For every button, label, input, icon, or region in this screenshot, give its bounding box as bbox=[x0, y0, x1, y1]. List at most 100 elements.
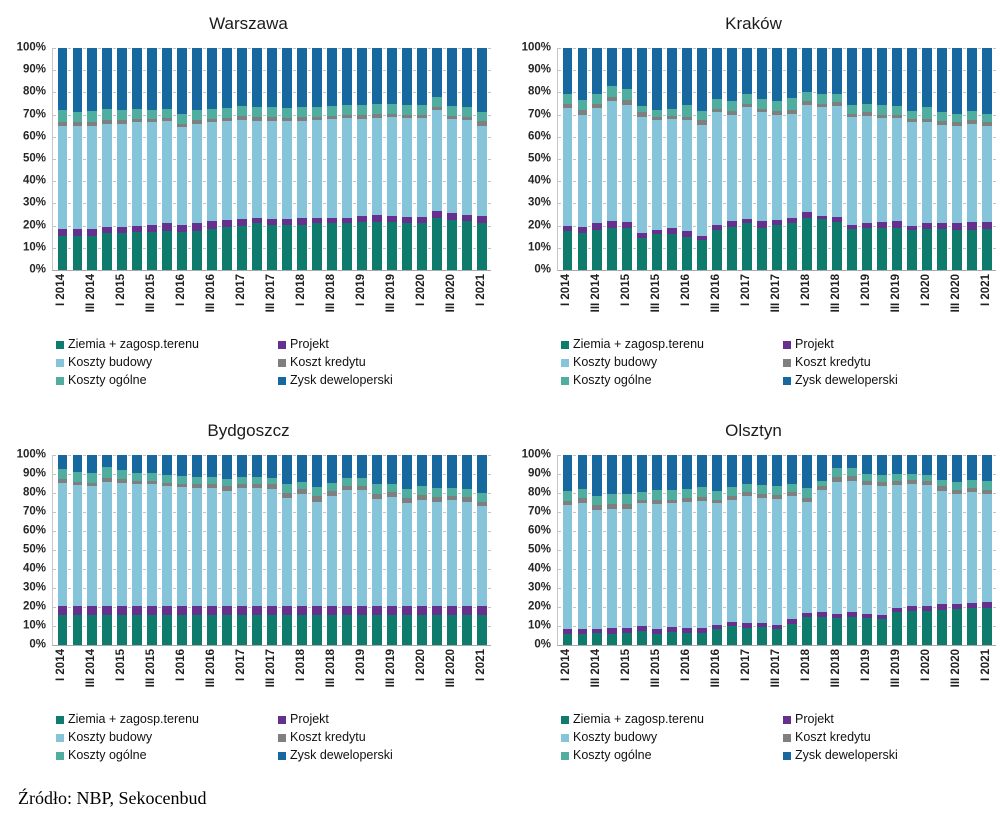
x-axis-slot bbox=[574, 274, 589, 332]
bar-segment-kredyt bbox=[727, 495, 738, 500]
bar-segment-kredyt bbox=[727, 111, 738, 115]
bar-segment-kredyt bbox=[461, 116, 472, 121]
bar-slot bbox=[190, 455, 205, 645]
bar-slot bbox=[680, 48, 695, 270]
bar-slot bbox=[725, 455, 740, 645]
bar-segment-kredyt bbox=[476, 121, 487, 126]
bar-segment-ziemia bbox=[936, 609, 947, 645]
bar-segment-ziemia bbox=[267, 224, 277, 270]
x-axis-slot bbox=[874, 649, 889, 707]
bar-segment-projekt bbox=[192, 606, 203, 615]
x-axis-tick-label: III 2016 bbox=[204, 274, 217, 313]
y-axis-tick-label: 30% bbox=[527, 196, 551, 209]
bar-segment-projekt bbox=[592, 628, 603, 633]
x-axis-slot bbox=[634, 649, 649, 707]
bar-segment-zysk bbox=[921, 455, 932, 475]
y-axis-tick-label: 10% bbox=[527, 619, 551, 632]
x-axis-slot bbox=[964, 274, 979, 332]
bar-segment-ogolne bbox=[966, 479, 977, 489]
bar-segment-kredyt bbox=[637, 499, 648, 504]
bar-segment-budowy bbox=[326, 119, 337, 218]
bar-segment-zysk bbox=[831, 455, 842, 469]
bar-segment-budowy bbox=[416, 499, 427, 607]
legend-label-zysk: Zysk deweloperski bbox=[290, 748, 393, 762]
y-axis-tick-label: 70% bbox=[22, 505, 46, 518]
x-axis-slot bbox=[429, 274, 444, 332]
bar-segment-kredyt bbox=[831, 102, 842, 106]
bar-segment-zysk bbox=[607, 48, 618, 86]
legend-label-kredyt: Koszt kredytu bbox=[290, 730, 366, 744]
bar-slot bbox=[399, 455, 414, 645]
x-axis-tick-label: III 2020 bbox=[444, 649, 457, 688]
bar-slot bbox=[265, 48, 280, 270]
stacked-bar bbox=[652, 48, 663, 270]
legend: Ziemia + zagosp.terenu Projekt Koszty budo… bbox=[56, 711, 491, 764]
bar-slot bbox=[695, 455, 710, 645]
bar-segment-ziemia bbox=[757, 626, 768, 645]
bar-segment-projekt bbox=[326, 217, 337, 224]
plot-column: I 2014 III 2014 I 2015 III 2015 I 2016 III 20… bbox=[557, 48, 996, 332]
bar-segment-projekt bbox=[386, 606, 397, 615]
x-axis-slot: I 2017 bbox=[739, 649, 754, 707]
bar-slot bbox=[560, 48, 575, 270]
bar-segment-kredyt bbox=[876, 481, 887, 487]
bar-segment-ziemia bbox=[401, 614, 412, 645]
bar-segment-zysk bbox=[87, 455, 98, 474]
bar-slot bbox=[145, 455, 160, 645]
bar-slot bbox=[100, 455, 115, 645]
bar-slot bbox=[384, 48, 399, 270]
bar-segment-ogolne bbox=[861, 474, 872, 481]
bar-slot bbox=[309, 455, 324, 645]
chart-body: 0% 10% 20% 30% 40% 50% 60% 70% 80% 90% 100% I 2014 I… bbox=[6, 42, 491, 332]
legend-label-budowy: Koszty budowy bbox=[573, 355, 658, 369]
legend-label-ziemia: Ziemia + zagosp.terenu bbox=[68, 337, 199, 351]
bar-segment-budowy bbox=[72, 125, 83, 229]
bar-slot bbox=[70, 455, 85, 645]
bar-slot bbox=[814, 48, 829, 270]
bar-segment-ogolne bbox=[192, 110, 203, 121]
bar-segment-projekt bbox=[401, 606, 412, 615]
bar-segment-ziemia bbox=[861, 618, 872, 645]
bar-slot bbox=[220, 455, 235, 645]
legend-swatch-zysk bbox=[783, 751, 791, 760]
x-axis-tick-label: I 2017 bbox=[234, 649, 247, 681]
bar-segment-kredyt bbox=[652, 499, 663, 505]
bar-segment-ogolne bbox=[607, 493, 618, 505]
legend-item-projekt: Projekt bbox=[278, 711, 491, 728]
bar-segment-zysk bbox=[906, 455, 917, 475]
bar-slot bbox=[934, 48, 949, 270]
bar-slot bbox=[55, 48, 70, 270]
bar-segment-projekt bbox=[177, 606, 188, 615]
bar-segment-kredyt bbox=[861, 480, 872, 486]
bar-segment-zysk bbox=[772, 455, 782, 487]
stacked-bar bbox=[667, 48, 678, 270]
bar-segment-zysk bbox=[712, 455, 723, 492]
bar-segment-kredyt bbox=[622, 100, 633, 105]
bar-slot bbox=[429, 455, 444, 645]
stacked-bar bbox=[312, 455, 322, 645]
bar-segment-projekt bbox=[57, 606, 68, 615]
bar-segment-kredyt bbox=[697, 120, 708, 125]
bar-segment-ziemia bbox=[446, 614, 457, 645]
bar-segment-ogolne bbox=[237, 105, 248, 116]
plot-area bbox=[52, 455, 491, 646]
x-axis-slot: I 2021 bbox=[979, 274, 994, 332]
bar-segment-ziemia bbox=[356, 614, 367, 645]
stacked-bar bbox=[237, 455, 248, 645]
bar-slot bbox=[770, 48, 785, 270]
bar-segment-zysk bbox=[207, 48, 218, 110]
bar-segment-ogolne bbox=[282, 484, 292, 494]
bar-segment-ziemia bbox=[936, 228, 947, 270]
bar-segment-ziemia bbox=[282, 224, 292, 270]
stacked-bar bbox=[356, 48, 367, 270]
y-axis-tick-label: 50% bbox=[22, 152, 46, 165]
x-axis-slot bbox=[369, 274, 384, 332]
bar-segment-zysk bbox=[966, 48, 977, 112]
x-axis-tick-label: III 2018 bbox=[324, 274, 337, 313]
bar-segment-zysk bbox=[802, 48, 812, 93]
legend-label-projekt: Projekt bbox=[290, 337, 329, 351]
bar-segment-ziemia bbox=[846, 228, 857, 270]
bar-slot bbox=[295, 455, 310, 645]
bar-segment-zysk bbox=[682, 48, 693, 105]
bar-slot bbox=[590, 48, 605, 270]
